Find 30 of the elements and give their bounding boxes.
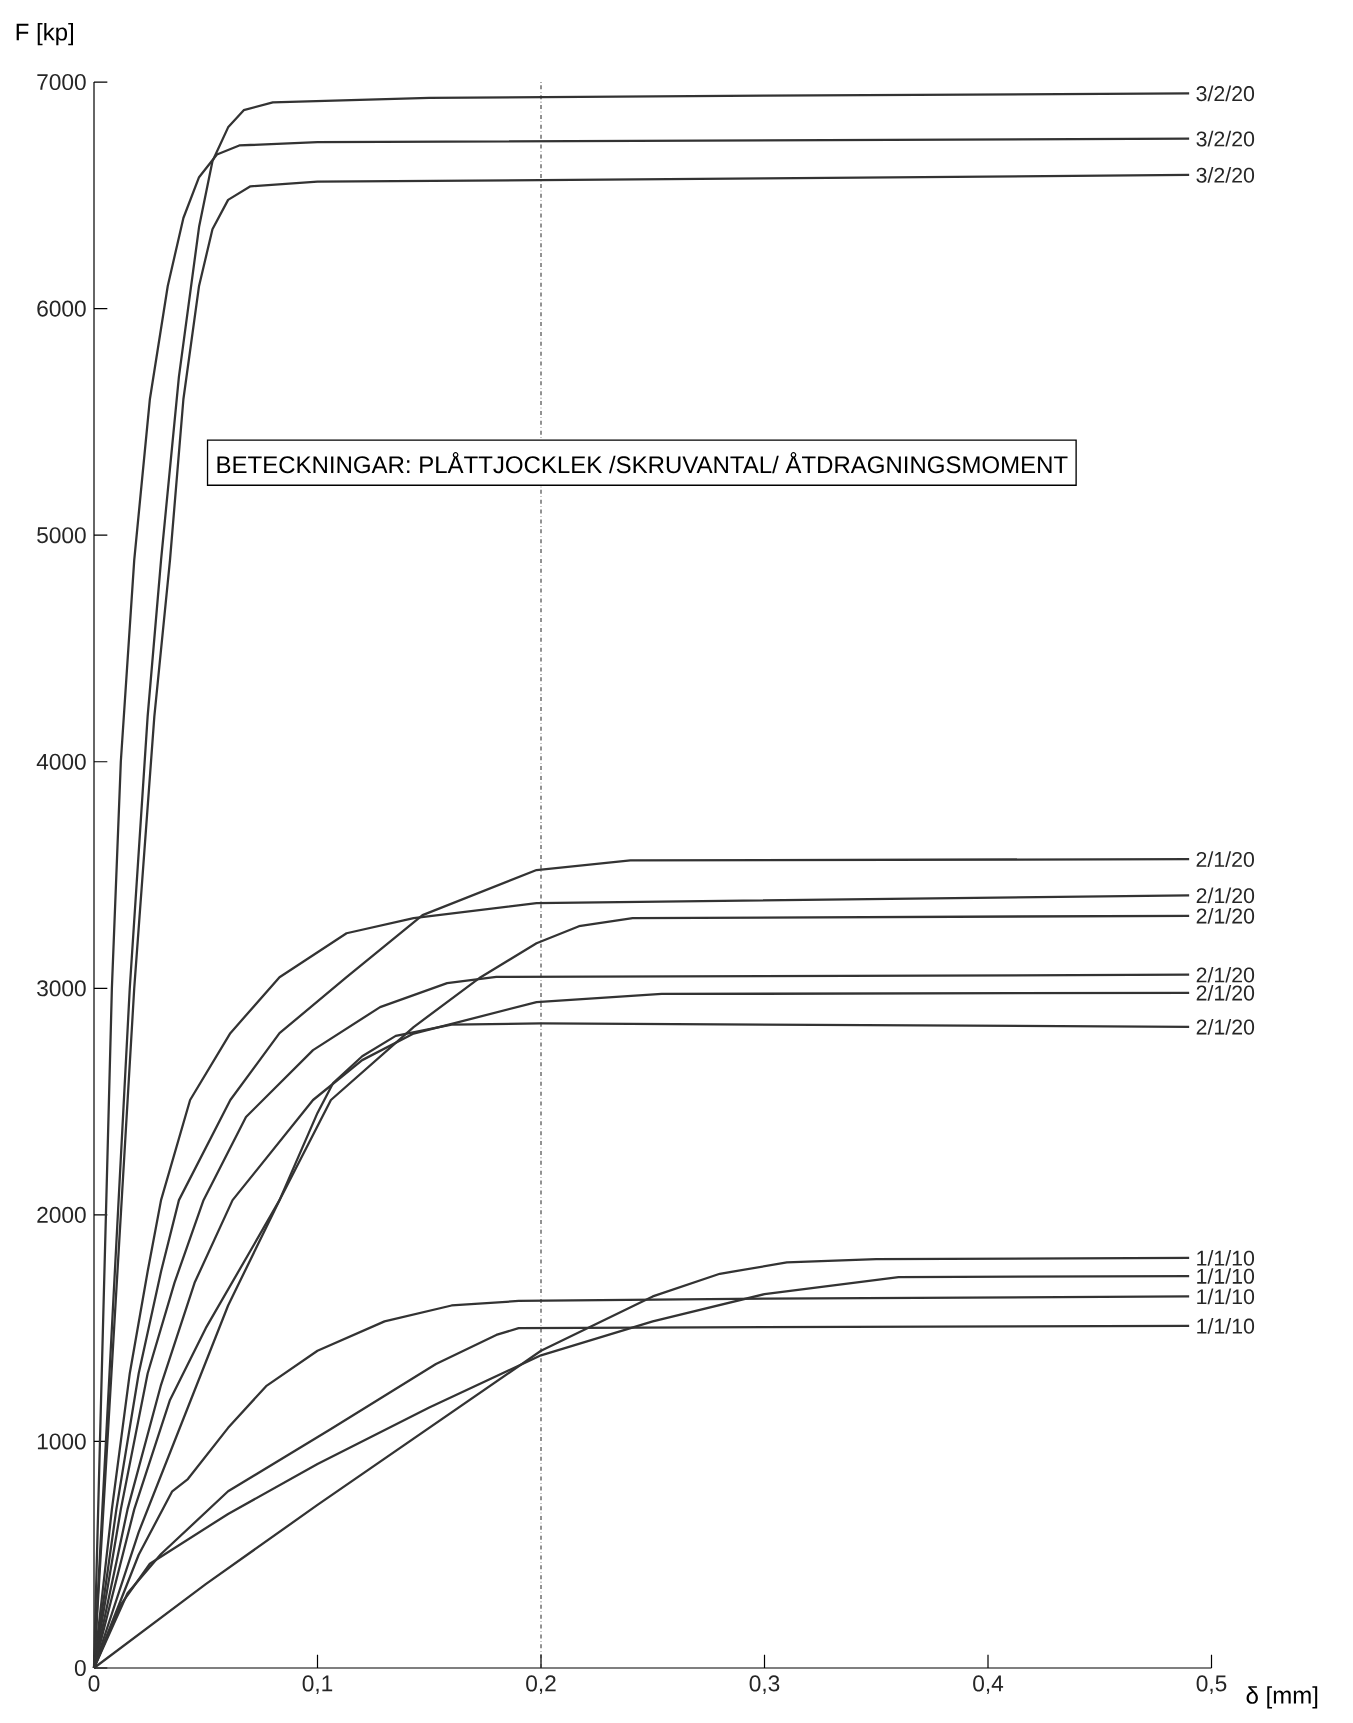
x-tick-label: 0	[88, 1675, 100, 1692]
series-label: 2/1/20	[1196, 887, 1255, 904]
y-tick-label: 2000	[37, 1206, 86, 1223]
y-tick-label: 3000	[37, 980, 86, 997]
y-tick-label: 0	[74, 1659, 86, 1677]
y-axis-title: F [kp]	[16, 22, 73, 46]
series-label: 2/1/20	[1196, 907, 1255, 924]
series-label: 3/2/20	[1196, 85, 1255, 102]
y-tick-label: 5000	[37, 527, 86, 544]
y-tick-label: 7000	[37, 74, 86, 91]
series-label: 3/2/20	[1196, 130, 1255, 147]
x-tick-label: 0,3	[749, 1675, 780, 1695]
y-tick-label: 4000	[36, 753, 86, 770]
x-tick-label: 0,2	[526, 1675, 556, 1695]
series-label: 3/2/20	[1196, 167, 1255, 183]
y-tick-label: 1000	[37, 1433, 86, 1450]
series-label: 1/1/10	[1197, 1318, 1255, 1334]
series-label: 2/1/20	[1196, 851, 1254, 867]
series-label: 2/1/20	[1196, 985, 1255, 1001]
x-tick-label: 0,1	[302, 1675, 333, 1695]
x-axis-title: δ [mm]	[1246, 1686, 1318, 1709]
x-tick-label: 0,5	[1196, 1675, 1227, 1695]
series-label: 1/1/10	[1197, 1268, 1255, 1284]
annotation: BETECKNINGAR: PLÅTTJOCKLEK /SKRUVANTAL/ ÅTDRAGNINGSMOMENT	[217, 452, 1068, 474]
series-label: 1/1/10	[1197, 1250, 1255, 1266]
y-tick-label: 6000	[37, 300, 86, 317]
x-tick-label: 0,4	[973, 1675, 1004, 1695]
series-label: 1/1/10	[1197, 1288, 1255, 1305]
series-label: 2/1/20	[1196, 966, 1255, 983]
series-label: 2/1/20	[1196, 1018, 1255, 1035]
